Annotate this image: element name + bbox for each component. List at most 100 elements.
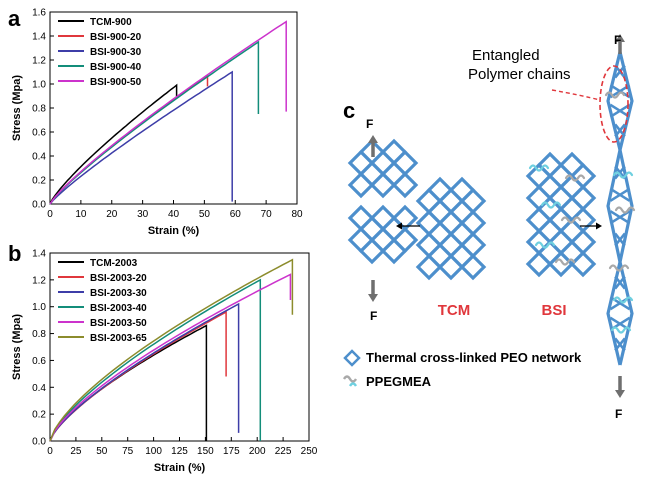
- network-diamond: [448, 220, 476, 248]
- stretched-network-crossing: [614, 337, 626, 352]
- y-tick-label: 0.2: [32, 176, 46, 187]
- entangled-highlight-ellipse: [599, 65, 629, 143]
- legend-label: BSI-2003-30: [90, 288, 147, 299]
- y-tick-label: 0.0: [32, 200, 46, 211]
- stretched-network-strand: [618, 149, 634, 263]
- force-label-top-right: F: [614, 33, 621, 47]
- x-axis-title: Strain (%): [154, 462, 206, 474]
- y-tick-label: 1.4: [32, 249, 46, 260]
- network-diamond: [547, 250, 575, 278]
- stretched-polymer-chain-2: [614, 206, 636, 214]
- series-line-4: [49, 273, 292, 442]
- legend-label: BSI-900-40: [90, 62, 142, 73]
- y-tick-label: 1.2: [32, 56, 46, 67]
- x-tick-label: 30: [137, 209, 149, 220]
- network-diamond: [569, 184, 597, 212]
- network-diamond: [347, 171, 375, 199]
- bsi-polymer-chain-2: [540, 201, 562, 209]
- stretched-network-crossing: [614, 275, 626, 290]
- y-tick-label: 0.2: [32, 410, 46, 421]
- tcm-network-lower-fragment: [347, 204, 419, 265]
- y-tick-label: 1.4: [32, 32, 46, 43]
- chart-a: 0 10 20 30 40 50 60 70 80 0.0 0.2 0.4 0.6 0.8 1.0 1.2 1.…: [11, 8, 303, 238]
- network-diamond: [380, 160, 408, 188]
- network-diamond: [437, 187, 465, 215]
- network-diamond: [459, 209, 487, 237]
- bsi-force-up-arrow-head: [615, 34, 625, 42]
- tcm-network-intact: [415, 176, 487, 281]
- series-line-1: [49, 74, 209, 205]
- panel-letter-a: a: [8, 6, 21, 31]
- network-diamond: [415, 231, 443, 259]
- y-tick-label: 0.8: [32, 104, 46, 115]
- stretched-polymer-chain-3: [608, 264, 630, 272]
- network-diamond: [536, 195, 564, 223]
- network-diamond: [391, 171, 419, 199]
- polymer-legend-label: PPEGMEA: [366, 374, 432, 389]
- diagram-c: F F TCM BSI F F Entangled Polymer chains Thermal…: [342, 33, 636, 421]
- stretched-network-crossing: [609, 103, 631, 118]
- y-axis-title: Stress (Mpa): [11, 75, 23, 141]
- entangled-pointer-line: [551, 89, 601, 101]
- legend-label: TCM-2003: [90, 258, 138, 269]
- network-diamond: [358, 160, 386, 188]
- y-axis-title: Stress (Mpa): [11, 314, 23, 380]
- legend-label: BSI-900-50: [90, 77, 142, 88]
- network-diamond: [448, 176, 476, 204]
- network-diamond: [369, 171, 397, 199]
- network-diamond: [358, 237, 386, 265]
- network-diamond: [448, 198, 476, 226]
- network-diamond: [525, 250, 553, 278]
- network-diamond: [569, 250, 597, 278]
- legend-label: TCM-900: [90, 17, 132, 28]
- bsi-polymer-chain-1: [564, 174, 586, 182]
- network-diamond: [525, 206, 553, 234]
- y-tick-label: 0.6: [32, 356, 46, 367]
- bsi-force-down-arrow-head: [615, 390, 625, 398]
- legend-label: BSI-900-30: [90, 47, 142, 58]
- x-tick-label: 40: [168, 209, 180, 220]
- network-diamond: [459, 231, 487, 259]
- x-tick-label: 0: [47, 209, 53, 220]
- y-tick-label: 0.0: [32, 437, 46, 448]
- x-tick-label: 10: [75, 209, 87, 220]
- series-line-4: [49, 20, 287, 205]
- entangled-title-line2: Polymer chains: [468, 66, 571, 83]
- network-diamond: [437, 209, 465, 237]
- network-diamond: [426, 242, 454, 270]
- stretched-network-strand: [606, 261, 622, 366]
- tcm-network-upper-fragment: [347, 138, 419, 199]
- series-line-5: [49, 258, 294, 442]
- stretched-network-strand: [606, 149, 622, 263]
- x-tick-label: 75: [122, 446, 134, 457]
- x-tick-label: 100: [145, 446, 162, 457]
- legend-label: BSI-2003-50: [90, 318, 147, 329]
- force-label-bottom-right: F: [615, 407, 622, 421]
- series-line-2: [49, 302, 240, 442]
- network-diamond: [426, 176, 454, 204]
- stretched-polymer-chain-4: [612, 296, 634, 304]
- y-tick-label: 1.0: [32, 302, 46, 313]
- bsi-polymer-chain-0: [528, 164, 550, 172]
- series-line-3: [49, 278, 262, 442]
- entangled-title-line1: Entangled: [472, 47, 540, 64]
- bsi-label: BSI: [541, 302, 566, 319]
- network-legend-icon: [343, 349, 361, 367]
- legend-label: BSI-900-20: [90, 32, 142, 43]
- network-diamond: [347, 226, 375, 254]
- polymer-legend-icon-grey: [342, 375, 358, 383]
- panel-letter-c: c: [343, 98, 356, 123]
- network-legend-label: Thermal cross-linked PEO network: [366, 350, 582, 365]
- panel-letter-b: b: [8, 241, 22, 266]
- y-tick-label: 0.4: [32, 383, 46, 394]
- network-diamond: [347, 204, 375, 232]
- stretched-polymer-chain-0: [604, 91, 626, 99]
- bsi-transform-arrow-head: [596, 222, 602, 230]
- x-tick-label: 200: [249, 446, 266, 457]
- network-diamond: [437, 253, 465, 281]
- network-diamond: [391, 149, 419, 177]
- y-tick-label: 0.4: [32, 152, 46, 163]
- x-tick-label: 50: [199, 209, 211, 220]
- x-tick-label: 70: [261, 209, 273, 220]
- tcm-label: TCM: [438, 302, 471, 319]
